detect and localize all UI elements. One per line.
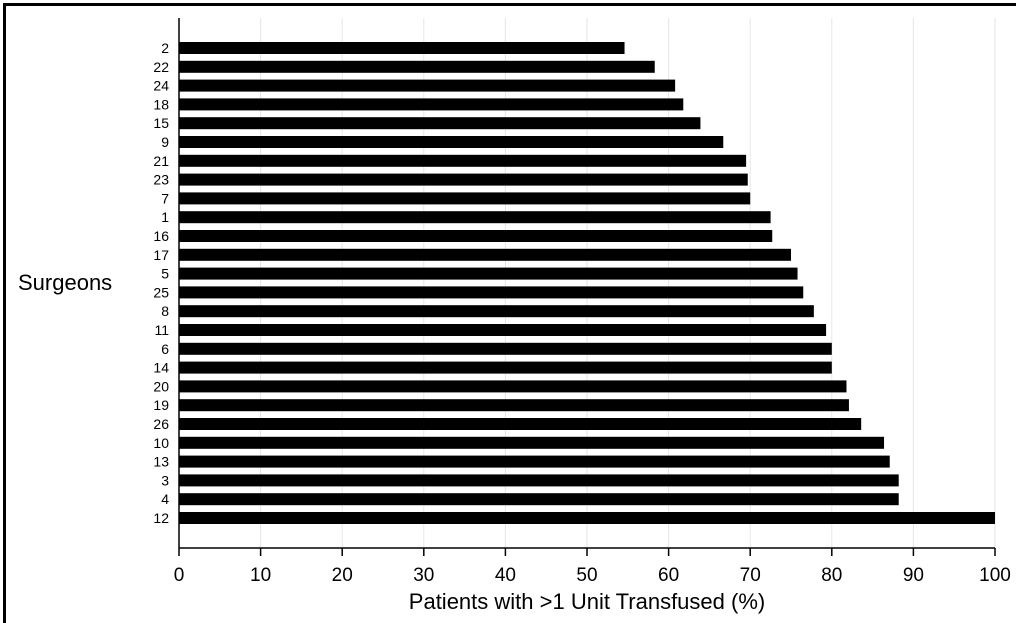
bar-surgeon-22 bbox=[179, 60, 655, 73]
category-label: 17 bbox=[153, 247, 169, 263]
bar-surgeon-5 bbox=[179, 267, 798, 280]
category-label: 20 bbox=[153, 378, 169, 394]
category-label: 7 bbox=[161, 190, 169, 206]
bar-surgeon-4 bbox=[179, 493, 899, 506]
x-tick-label: 50 bbox=[576, 565, 597, 586]
bar-surgeon-21 bbox=[179, 154, 747, 167]
category-label: 11 bbox=[154, 322, 169, 338]
bar-surgeon-24 bbox=[179, 79, 676, 92]
x-ticks: 0 10 20 30 40 50 60 70 80 90 100 bbox=[174, 548, 1011, 586]
x-tick-label: 40 bbox=[495, 565, 516, 586]
bar-surgeon-19 bbox=[179, 399, 849, 412]
category-label: 6 bbox=[161, 341, 169, 357]
bar-surgeon-2 bbox=[179, 42, 625, 54]
category-label: 15 bbox=[153, 115, 169, 131]
category-label: 3 bbox=[161, 472, 169, 488]
category-label: 12 bbox=[153, 510, 169, 526]
category-label: 25 bbox=[153, 284, 169, 300]
category-label: 9 bbox=[161, 134, 169, 150]
category-label: 26 bbox=[153, 416, 169, 432]
chart-frame bbox=[3, 3, 1016, 623]
category-labels: 2222418159212371161752581161420192610133… bbox=[153, 40, 169, 526]
bar-surgeon-13 bbox=[179, 455, 890, 468]
category-label: 10 bbox=[153, 435, 169, 451]
bar-surgeon-9 bbox=[179, 136, 724, 148]
bar-surgeon-26 bbox=[179, 418, 862, 430]
bar-surgeon-16 bbox=[179, 230, 773, 242]
bar-surgeon-1 bbox=[179, 211, 771, 224]
category-label: 23 bbox=[153, 172, 169, 188]
bar-surgeon-10 bbox=[179, 436, 885, 449]
bar-surgeon-6 bbox=[179, 342, 832, 355]
x-tick-label: 70 bbox=[740, 565, 761, 586]
category-label: 5 bbox=[161, 266, 169, 282]
x-tick-label: 100 bbox=[979, 565, 1011, 586]
x-tick-label: 90 bbox=[903, 565, 924, 586]
category-label: 1 bbox=[161, 209, 169, 225]
bar-surgeon-23 bbox=[179, 173, 748, 186]
category-label: 24 bbox=[153, 78, 169, 94]
category-label: 4 bbox=[161, 491, 169, 507]
category-label: 2 bbox=[161, 40, 169, 56]
category-label: 18 bbox=[153, 96, 169, 112]
category-label: 19 bbox=[153, 397, 169, 413]
bar-surgeon-7 bbox=[179, 192, 751, 205]
bar-surgeon-18 bbox=[179, 98, 684, 111]
x-tick-label: 30 bbox=[413, 565, 434, 586]
bar-surgeon-25 bbox=[179, 286, 804, 299]
category-label: 22 bbox=[153, 59, 169, 75]
category-label: 14 bbox=[153, 360, 169, 376]
bars bbox=[179, 42, 995, 524]
x-tick-label: 80 bbox=[821, 565, 842, 586]
category-label: 8 bbox=[161, 303, 169, 319]
x-tick-label: 20 bbox=[332, 565, 353, 586]
y-axis-title: Surgeons bbox=[18, 270, 112, 295]
bar-surgeon-8 bbox=[179, 305, 814, 318]
category-label: 21 bbox=[153, 153, 169, 169]
x-tick-label: 60 bbox=[658, 565, 679, 586]
bar-surgeon-3 bbox=[179, 474, 899, 487]
bar-surgeon-17 bbox=[179, 248, 791, 261]
bar-surgeon-14 bbox=[179, 361, 832, 374]
grid-lines bbox=[260, 18, 996, 548]
bar-surgeon-15 bbox=[179, 117, 701, 130]
x-tick-label: 10 bbox=[250, 565, 271, 586]
bar-surgeon-12 bbox=[179, 512, 995, 524]
category-label: 16 bbox=[153, 228, 169, 244]
x-tick-label: 0 bbox=[174, 565, 185, 586]
bar-surgeon-11 bbox=[179, 324, 827, 336]
bar-surgeon-20 bbox=[179, 380, 847, 393]
category-label: 13 bbox=[153, 454, 169, 470]
x-axis-title: Patients with >1 Unit Transfused (%) bbox=[409, 589, 765, 614]
